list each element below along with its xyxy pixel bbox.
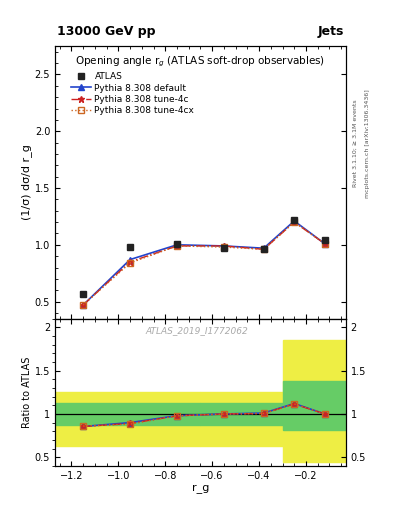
ATLAS — [322, 237, 327, 243]
Bar — [200, 403, 283, 425]
Pythia 8.308 tune-4c — [261, 246, 266, 252]
Pythia 8.308 tune-4cx — [292, 219, 297, 225]
Pythia 8.308 tune-4c — [222, 243, 226, 249]
Line: Pythia 8.308 default: Pythia 8.308 default — [81, 218, 327, 308]
Line: ATLAS: ATLAS — [80, 217, 328, 297]
Pythia 8.308 default — [174, 242, 179, 248]
Pythia 8.308 tune-4cx — [81, 302, 86, 308]
Pythia 8.308 default — [261, 245, 266, 251]
Pythia 8.308 default — [222, 243, 226, 249]
Pythia 8.308 tune-4cx — [222, 244, 226, 250]
Pythia 8.308 tune-4c — [322, 241, 327, 247]
Pythia 8.308 tune-4cx — [261, 246, 266, 252]
Text: Opening angle r$_g$ (ATLAS soft-drop observables): Opening angle r$_g$ (ATLAS soft-drop obs… — [75, 54, 325, 69]
Bar — [283, 340, 346, 462]
ATLAS — [174, 241, 179, 247]
Pythia 8.308 tune-4c — [128, 259, 132, 265]
Bar — [55, 403, 200, 425]
Pythia 8.308 default — [128, 257, 132, 263]
ATLAS — [128, 244, 132, 250]
Text: Rivet 3.1.10; ≥ 3.1M events: Rivet 3.1.10; ≥ 3.1M events — [353, 99, 358, 187]
ATLAS — [261, 246, 266, 252]
Legend: ATLAS, Pythia 8.308 default, Pythia 8.308 tune-4c, Pythia 8.308 tune-4cx: ATLAS, Pythia 8.308 default, Pythia 8.30… — [68, 70, 197, 118]
Pythia 8.308 tune-4c — [174, 243, 179, 249]
ATLAS — [222, 245, 226, 251]
X-axis label: r_g: r_g — [192, 483, 209, 494]
Pythia 8.308 default — [292, 218, 297, 224]
Bar — [55, 392, 200, 446]
Bar — [283, 381, 346, 430]
Pythia 8.308 default — [322, 241, 327, 247]
Pythia 8.308 tune-4cx — [174, 243, 179, 249]
Pythia 8.308 tune-4cx — [128, 260, 132, 266]
Pythia 8.308 tune-4c — [292, 219, 297, 225]
ATLAS — [81, 290, 86, 296]
Text: ATLAS_2019_I1772062: ATLAS_2019_I1772062 — [145, 326, 248, 335]
Pythia 8.308 tune-4cx — [322, 241, 327, 247]
Y-axis label: (1/σ) dσ/d r_g: (1/σ) dσ/d r_g — [21, 144, 32, 220]
ATLAS — [292, 217, 297, 223]
Text: mcplots.cern.ch [arXiv:1306.3436]: mcplots.cern.ch [arXiv:1306.3436] — [365, 89, 370, 198]
Line: Pythia 8.308 tune-4cx: Pythia 8.308 tune-4cx — [81, 219, 327, 308]
Text: 13000 GeV pp: 13000 GeV pp — [57, 26, 156, 38]
Text: Jets: Jets — [318, 26, 344, 38]
Pythia 8.308 tune-4c — [81, 302, 86, 308]
Y-axis label: Ratio to ATLAS: Ratio to ATLAS — [22, 356, 32, 428]
Bar — [200, 392, 283, 446]
Pythia 8.308 default — [81, 302, 86, 308]
Line: Pythia 8.308 tune-4c: Pythia 8.308 tune-4c — [80, 219, 328, 308]
